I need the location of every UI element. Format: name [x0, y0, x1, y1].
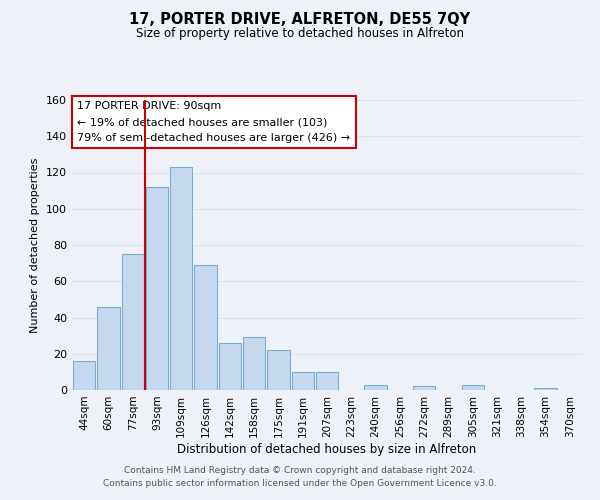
Text: Contains HM Land Registry data © Crown copyright and database right 2024.
Contai: Contains HM Land Registry data © Crown c…: [103, 466, 497, 487]
Bar: [364, 384, 387, 390]
Bar: [292, 372, 314, 390]
Bar: [194, 265, 217, 390]
Bar: [413, 386, 436, 390]
Bar: [243, 338, 265, 390]
Text: Size of property relative to detached houses in Alfreton: Size of property relative to detached ho…: [136, 28, 464, 40]
Bar: [170, 167, 193, 390]
Bar: [122, 254, 144, 390]
Bar: [73, 361, 95, 390]
Bar: [535, 388, 557, 390]
Bar: [316, 372, 338, 390]
Bar: [461, 384, 484, 390]
Text: 17 PORTER DRIVE: 90sqm
← 19% of detached houses are smaller (103)
79% of semi-de: 17 PORTER DRIVE: 90sqm ← 19% of detached…: [77, 102, 350, 142]
Text: Distribution of detached houses by size in Alfreton: Distribution of detached houses by size …: [178, 442, 476, 456]
Bar: [218, 343, 241, 390]
Bar: [146, 187, 168, 390]
Bar: [267, 350, 290, 390]
Y-axis label: Number of detached properties: Number of detached properties: [31, 158, 40, 332]
Bar: [97, 306, 119, 390]
Text: 17, PORTER DRIVE, ALFRETON, DE55 7QY: 17, PORTER DRIVE, ALFRETON, DE55 7QY: [130, 12, 470, 28]
